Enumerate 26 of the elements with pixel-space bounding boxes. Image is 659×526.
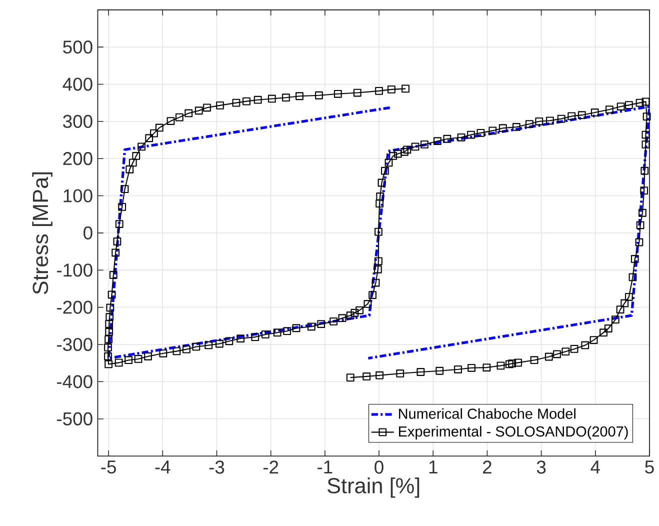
x-tick-label: -5	[101, 460, 116, 474]
x-tick-label: 5	[645, 460, 654, 474]
x-tick-label: 3	[536, 460, 546, 474]
y-tick-label: 200	[63, 152, 92, 166]
x-tick-label: -4	[155, 460, 170, 474]
x-tick-label: 1	[429, 460, 438, 474]
y-tick-label: -500	[57, 412, 92, 426]
x-tick-label: -2	[263, 460, 278, 474]
y-tick-label: 400	[62, 78, 92, 91]
y-tick-label: -200	[57, 300, 92, 314]
y-tick-label: 0	[84, 226, 92, 240]
x-tick-label: 0	[374, 460, 384, 474]
x-tick-label: -1	[318, 460, 332, 474]
y-tick-label: -100	[57, 264, 92, 277]
y-tick-label: 300	[63, 114, 92, 128]
legend-label: Experimental - SOLOSANDO(2007)	[399, 426, 628, 440]
y-tick-label: 500	[63, 40, 92, 54]
legend-label: Numerical Chaboche Model	[399, 408, 576, 419]
y-tick-label: 100	[64, 189, 92, 202]
x-axis-title: Strain [%]	[328, 477, 420, 498]
y-tick-label: -400	[57, 375, 92, 388]
x-tick-label: -3	[209, 460, 224, 474]
y-axis-title: Stress [MPa]	[32, 172, 52, 294]
x-tick-label: 4	[590, 460, 600, 474]
x-tick-label: 2	[483, 460, 492, 474]
y-tick-label: -300	[57, 338, 92, 351]
